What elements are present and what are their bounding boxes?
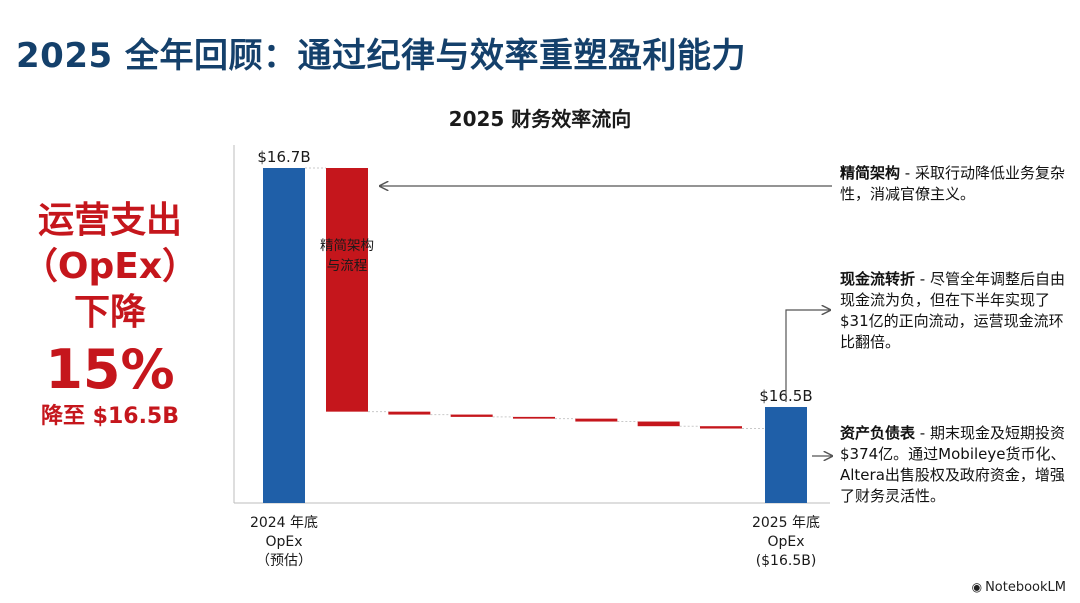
bar-end-2025 [765, 407, 807, 503]
page-title: 2025 全年回顾：通过纪律与效率重塑盈利能力 [16, 36, 746, 76]
note-cashflow: 现金流转折 - 尽管全年调整后自由现金流为负，但在下半年实现了$31亿的正向流动… [840, 269, 1072, 353]
kpi-line-2: （OpEx） [21, 246, 199, 287]
bar-step [326, 168, 368, 412]
bar-step [575, 418, 618, 422]
note-streamline-body: - 采取行动降低业务复杂性，消减官僚主义。 [840, 164, 1065, 203]
note-streamline: 精简架构 - 采取行动降低业务复杂性，消减官僚主义。 [840, 163, 1072, 205]
bar-step [513, 416, 555, 419]
note-balance-sheet: 资产负债表 - 期末现金及短期投资$374亿。通过Mobileye货币化、Alt… [840, 423, 1072, 507]
note-cashflow-body: - 尽管全年调整后自由现金流为负，但在下半年实现了$31亿的正向流动，运营现金流… [840, 270, 1065, 351]
note-cashflow-title: 现金流转折 [840, 270, 916, 288]
brand-label: NotebookLM [985, 580, 1066, 595]
bar-step [700, 426, 742, 429]
start-value-label: $16.7B [257, 148, 310, 166]
end-axis-label: OpEx [767, 534, 804, 550]
bar-step [637, 421, 680, 427]
brand-mark: ◉ NotebookLM [972, 580, 1066, 595]
bar-step [450, 414, 493, 417]
kpi-line-3: 下降 [73, 292, 146, 333]
bar-step [388, 411, 431, 415]
start-axis-label: （预估） [256, 553, 312, 569]
note-streamline-title: 精简架构 [840, 164, 901, 182]
end-axis-label: 2025 年底 [752, 515, 820, 531]
note-balance-title: 资产负债表 [840, 424, 916, 442]
note-balance-body: - 期末现金及短期投资$374亿。通过Mobileye货币化、Altera出售股… [840, 424, 1066, 505]
kpi-subtitle: 降至 $16.5B [40, 404, 180, 429]
opex-kpi: 运营支出 （OpEx） 下降 15% 降至 $16.5B [20, 198, 200, 432]
bar-start-2024 [263, 168, 305, 503]
step-label-line-2: 与流程 [327, 258, 368, 274]
end-axis-label: ($16.5B) [756, 553, 817, 569]
kpi-percent: 15% [45, 338, 175, 401]
kpi-line-1: 运营支出 [37, 200, 182, 241]
arrow-cashflow [785, 310, 830, 402]
start-axis-label: OpEx [265, 534, 302, 550]
start-axis-label: 2024 年底 [250, 515, 318, 531]
step-label-line-1: 精简架构 [320, 237, 374, 254]
notebooklm-icon: ◉ [971, 580, 983, 594]
chart-title: 2025 财务效率流向 [448, 107, 632, 131]
